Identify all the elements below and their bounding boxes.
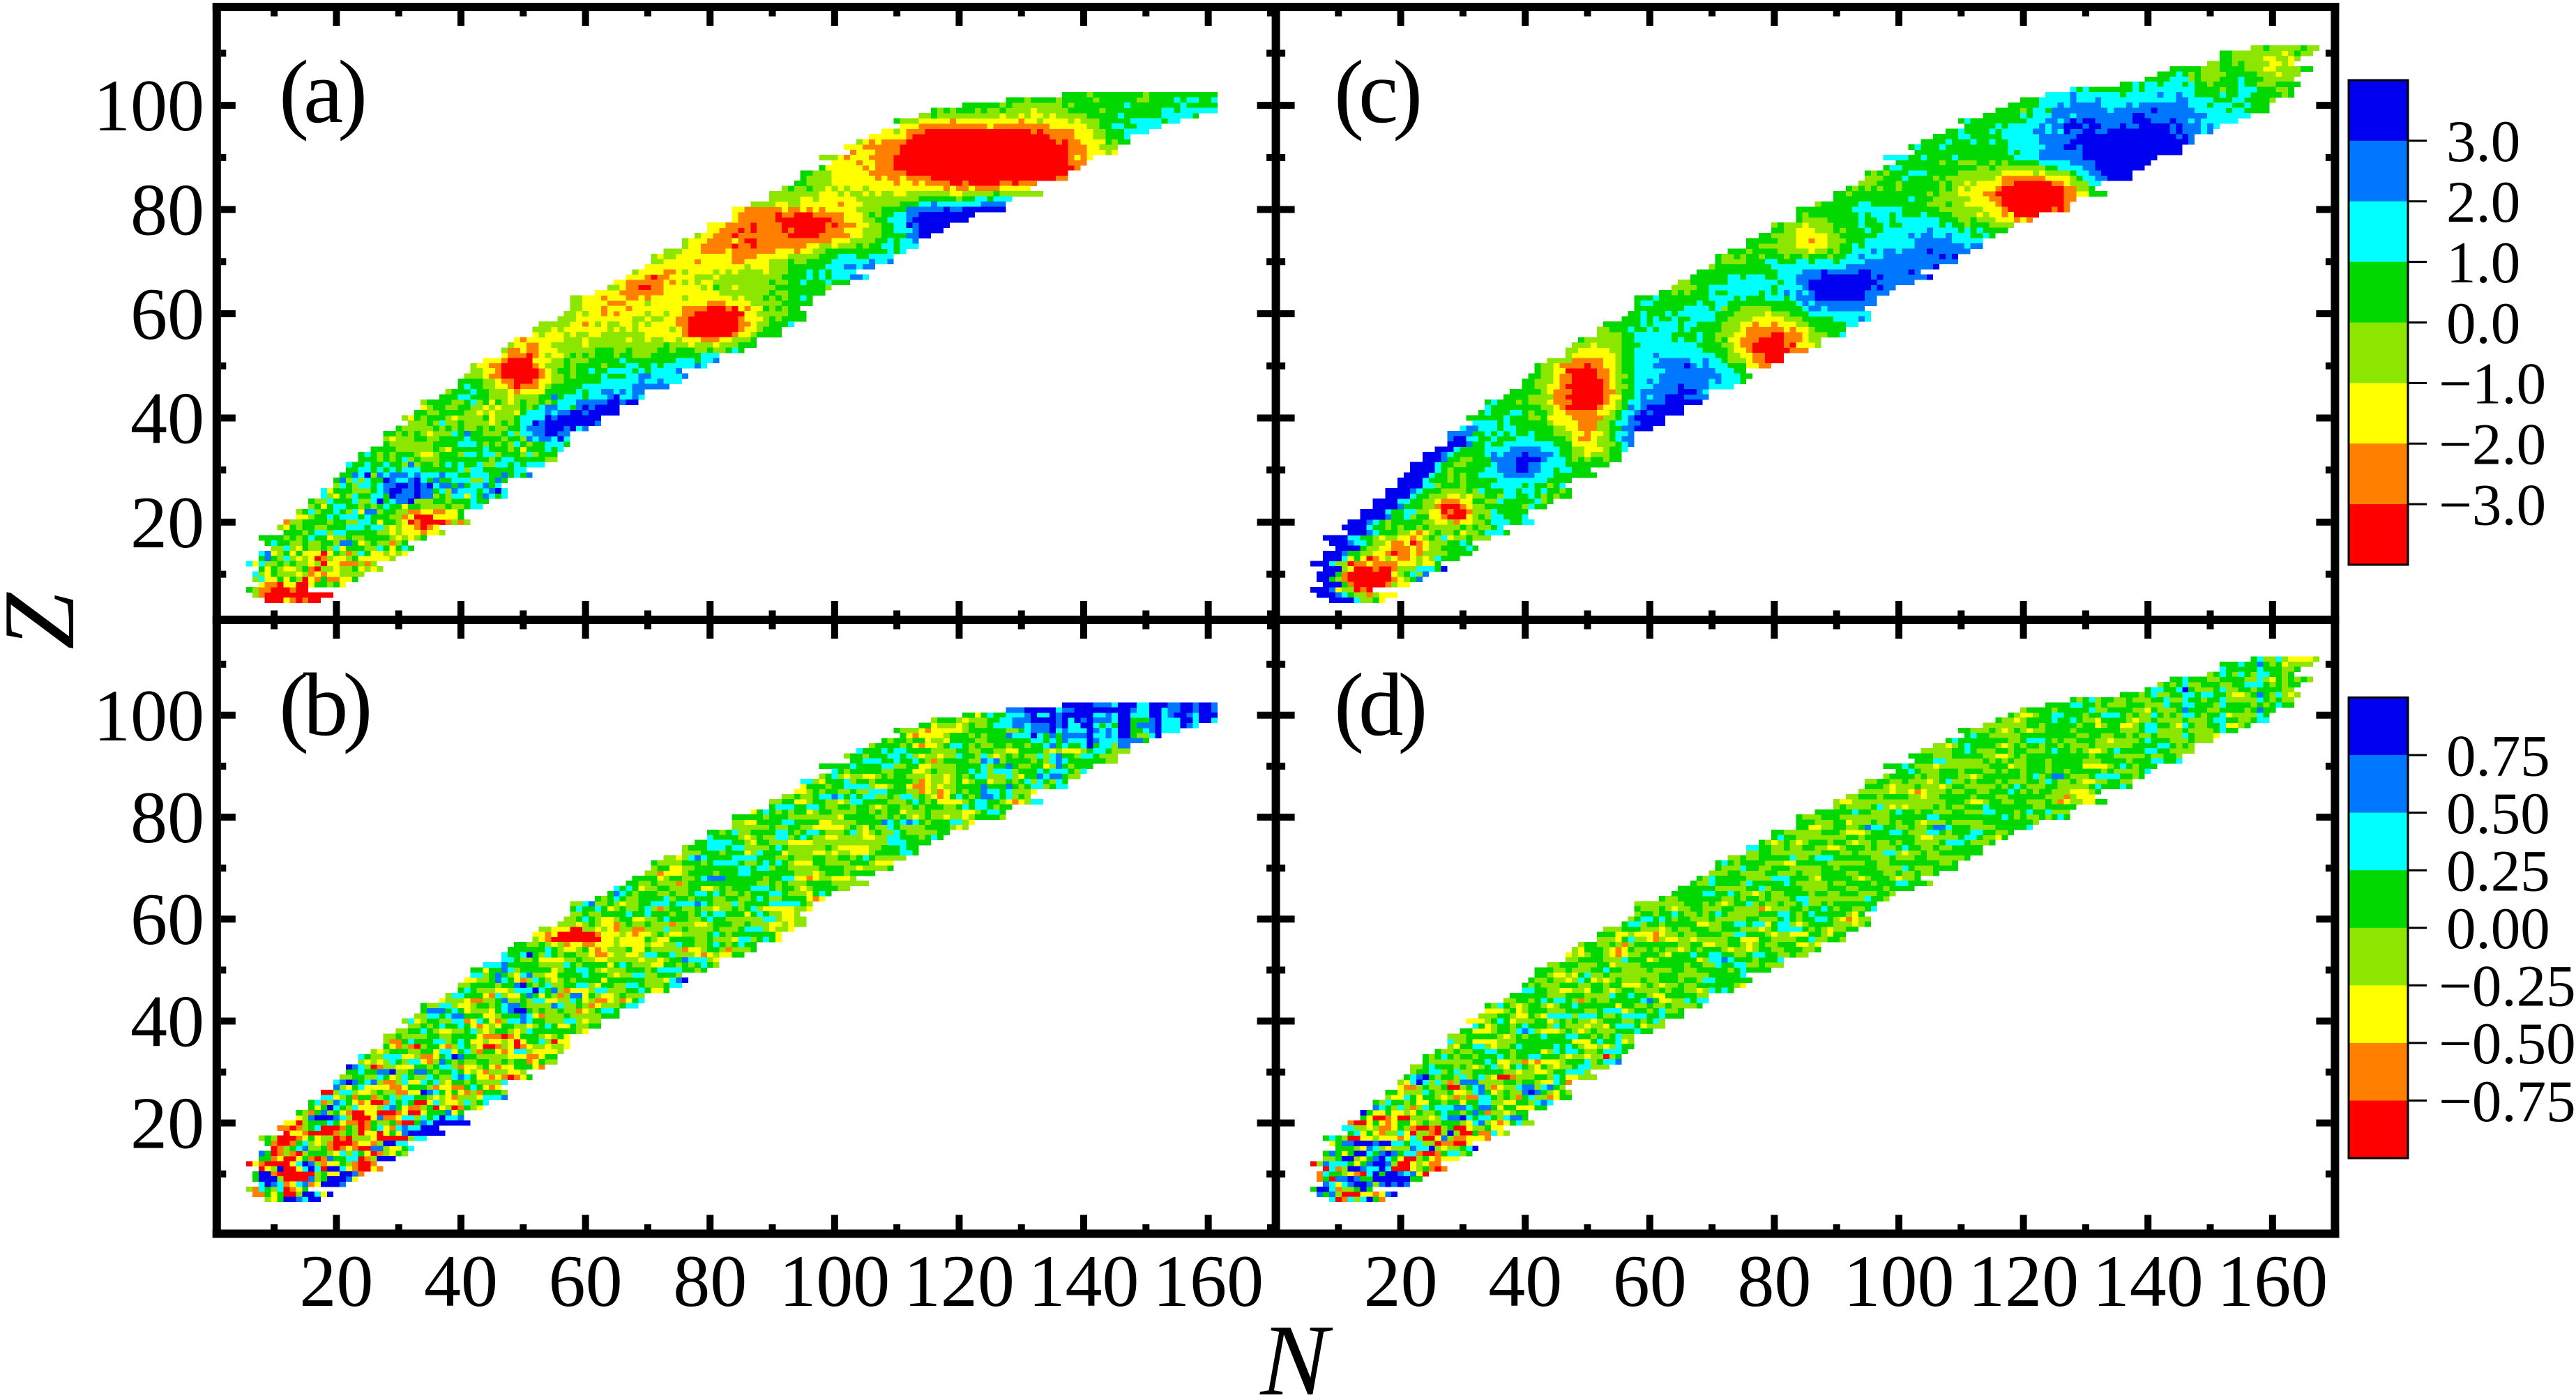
svg-text:80: 80 [130,777,204,858]
svg-text:100: 100 [779,1240,890,1322]
svg-text:160: 160 [1153,1240,1264,1322]
svg-text:40: 40 [1488,1240,1562,1322]
svg-text:N: N [1259,1304,1333,1400]
svg-text:−0.25: −0.25 [2439,954,2576,1019]
svg-text:0.25: 0.25 [2446,839,2550,904]
svg-text:60: 60 [1613,1240,1687,1322]
svg-text:(b): (b) [279,655,369,754]
svg-text:(d): (d) [1334,655,1424,754]
svg-text:−2.0: −2.0 [2439,412,2546,478]
svg-text:Z: Z [0,592,96,650]
svg-text:120: 120 [904,1240,1015,1322]
svg-text:3.0: 3.0 [2446,109,2520,174]
svg-text:−3.0: −3.0 [2439,473,2546,538]
svg-text:100: 100 [93,65,204,146]
svg-text:0.75: 0.75 [2446,723,2550,789]
svg-text:80: 80 [1737,1240,1811,1322]
svg-text:(c): (c) [1334,42,1419,142]
svg-text:40: 40 [130,981,204,1063]
svg-text:−0.50: −0.50 [2439,1011,2576,1076]
svg-text:60: 60 [130,878,204,960]
svg-text:0.0: 0.0 [2446,291,2520,356]
svg-text:80: 80 [130,169,204,251]
svg-text:2.0: 2.0 [2446,169,2520,235]
svg-text:0.00: 0.00 [2446,896,2550,961]
svg-text:20: 20 [299,1240,373,1322]
svg-text:160: 160 [2217,1240,2328,1322]
svg-text:100: 100 [1844,1240,1955,1322]
svg-text:80: 80 [673,1240,747,1322]
svg-text:20: 20 [130,482,204,563]
svg-text:1.0: 1.0 [2446,230,2520,296]
svg-text:40: 40 [130,378,204,459]
svg-text:−1.0: −1.0 [2439,351,2546,417]
svg-text:140: 140 [1029,1240,1139,1322]
svg-text:20: 20 [130,1083,204,1164]
svg-text:140: 140 [2093,1240,2204,1322]
svg-text:20: 20 [1364,1240,1438,1322]
svg-text:120: 120 [1968,1240,2079,1322]
svg-text:60: 60 [130,273,204,355]
svg-text:−0.75: −0.75 [2439,1069,2576,1134]
svg-text:40: 40 [424,1240,498,1322]
svg-text:60: 60 [549,1240,623,1322]
svg-text:0.50: 0.50 [2446,781,2550,846]
svg-text:(a): (a) [279,42,364,142]
svg-text:100: 100 [93,675,204,756]
